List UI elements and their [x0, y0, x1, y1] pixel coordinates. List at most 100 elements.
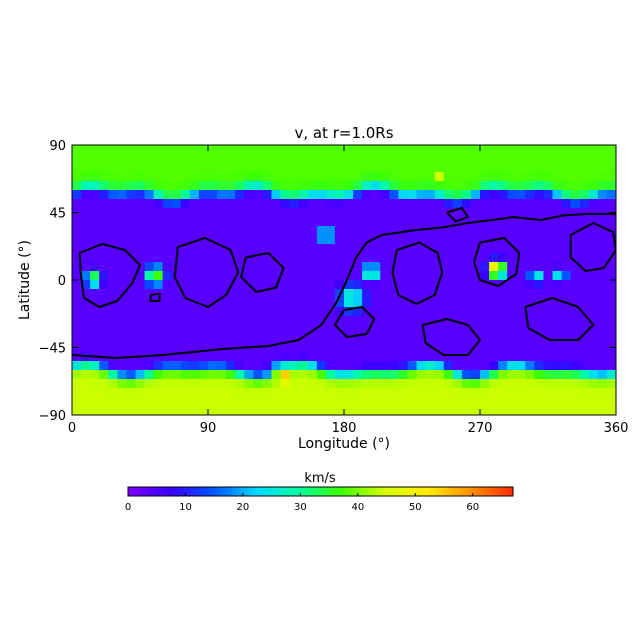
heatmap-cell	[334, 253, 345, 263]
heatmap-cell	[461, 208, 472, 218]
heatmap-cell	[226, 253, 236, 263]
heatmap-cell	[344, 244, 354, 254]
heatmap-cell	[362, 271, 372, 281]
heatmap-cell	[226, 388, 236, 398]
heatmap-cell	[443, 334, 454, 344]
heatmap-cell	[334, 379, 345, 389]
heatmap-cell	[434, 271, 445, 281]
heatmap-cell	[534, 253, 545, 263]
heatmap-cell	[289, 343, 300, 353]
heatmap-cell	[489, 298, 499, 308]
heatmap-cell	[534, 388, 545, 398]
heatmap-cell	[525, 145, 535, 155]
heatmap-cell	[99, 181, 109, 191]
heatmap-cell	[180, 298, 191, 308]
heatmap-cell	[316, 199, 327, 209]
heatmap-cell	[389, 379, 399, 389]
heatmap-cell	[262, 352, 273, 362]
heatmap-cell	[171, 199, 182, 209]
heatmap-cell	[108, 244, 118, 254]
heatmap-cell	[498, 343, 508, 353]
heatmap-cell	[180, 379, 191, 389]
heatmap-cell	[144, 325, 155, 335]
heatmap-cell	[189, 190, 200, 200]
heatmap-cell	[162, 406, 173, 415]
heatmap-cell	[144, 334, 155, 344]
heatmap-cell	[344, 388, 354, 398]
heatmap-cell	[552, 397, 563, 407]
heatmap-cell	[489, 343, 499, 353]
contour-line	[240, 252, 285, 293]
heatmap-cell	[180, 163, 191, 173]
heatmap-cell	[208, 316, 218, 326]
heatmap-cell	[153, 181, 164, 191]
heatmap-cell	[561, 352, 572, 362]
heatmap-cell	[371, 370, 381, 380]
heatmap-cell	[507, 145, 517, 155]
contour-line	[446, 207, 469, 223]
heatmap-cell	[416, 226, 427, 236]
heatmap-cell	[425, 271, 436, 281]
heatmap-cell	[525, 226, 535, 236]
heatmap-cell	[579, 280, 590, 290]
heatmap-cell	[253, 154, 263, 164]
heatmap-cell	[389, 190, 399, 200]
y-tick-label: 90	[49, 139, 66, 154]
heatmap-cell	[253, 280, 263, 290]
heatmap-cell	[597, 235, 608, 245]
heatmap-cell	[353, 307, 363, 317]
heatmap-cell	[108, 361, 118, 371]
heatmap-cell	[470, 172, 481, 182]
heatmap-cell	[81, 280, 91, 290]
heatmap-cell	[135, 289, 146, 299]
heatmap-cell	[298, 190, 309, 200]
heatmap-cell	[498, 235, 508, 245]
heatmap-cell	[543, 208, 554, 218]
heatmap-cell	[280, 244, 291, 254]
heatmap-cell	[362, 172, 372, 182]
heatmap-cell	[353, 154, 363, 164]
heatmap-cell	[353, 298, 363, 308]
heatmap-cell	[316, 316, 327, 326]
heatmap-cell	[380, 190, 390, 200]
heatmap-cell	[516, 253, 526, 263]
heatmap-cell	[416, 262, 427, 272]
heatmap-cell	[579, 217, 590, 227]
heatmap-cell	[516, 190, 526, 200]
heatmap-cell	[344, 226, 354, 236]
heatmap-cell	[117, 334, 127, 344]
heatmap-cell	[217, 253, 227, 263]
heatmap-cell	[235, 244, 245, 254]
heatmap-cell	[443, 379, 454, 389]
heatmap-cell	[81, 217, 91, 227]
heatmap-cell	[489, 208, 499, 218]
heatmap-cell	[162, 262, 173, 272]
heatmap-cell	[362, 244, 372, 254]
heatmap-cell	[552, 388, 563, 398]
heatmap-cell	[144, 307, 155, 317]
heatmap-cell	[298, 325, 309, 335]
heatmap-cell	[108, 280, 118, 290]
heatmap-cell	[307, 334, 318, 344]
heatmap-cell	[298, 226, 309, 236]
heatmap-cell	[371, 163, 381, 173]
heatmap-cell	[543, 316, 554, 326]
heatmap-cell	[489, 163, 499, 173]
heatmap-cell	[579, 163, 590, 173]
heatmap-cell	[461, 334, 472, 344]
heatmap-cell	[334, 352, 345, 362]
heatmap-cell	[226, 406, 236, 415]
heatmap-cell	[126, 307, 137, 317]
heatmap-cell	[334, 343, 345, 353]
heatmap-cell	[144, 208, 155, 218]
heatmap-cell	[135, 172, 146, 182]
heatmap-cell	[171, 334, 182, 344]
heatmap-cell	[271, 361, 282, 371]
heatmap-cell	[108, 190, 118, 200]
heatmap-cell	[235, 181, 245, 191]
heatmap-cell	[298, 163, 309, 173]
heatmap-cell	[180, 145, 191, 155]
heatmap-cell	[334, 271, 345, 281]
heatmap-cell	[316, 235, 327, 245]
heatmap-cell	[198, 154, 209, 164]
